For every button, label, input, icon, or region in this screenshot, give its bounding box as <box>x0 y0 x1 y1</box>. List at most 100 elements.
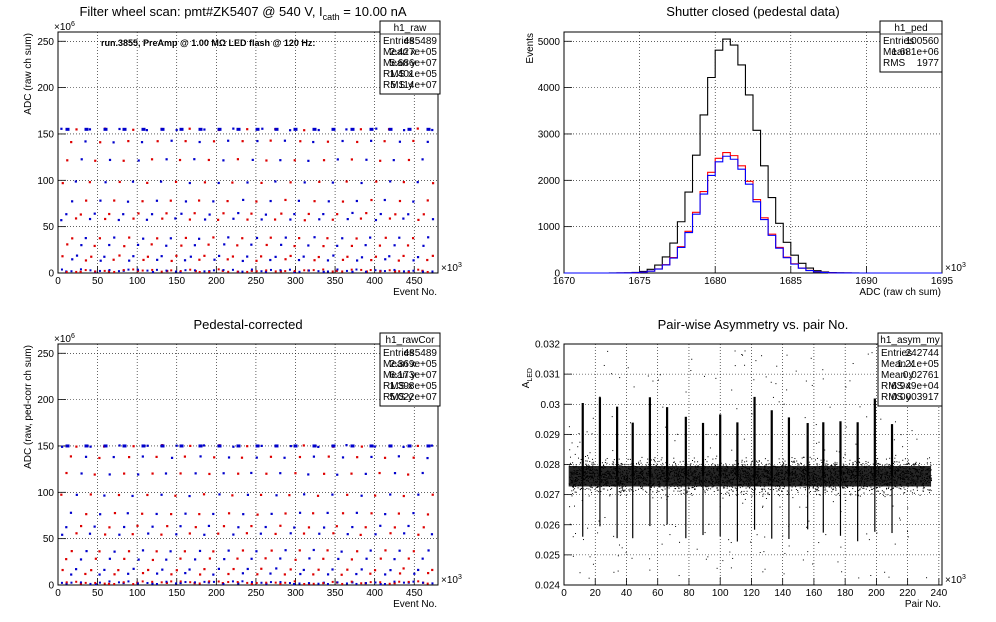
data-point <box>360 445 363 448</box>
data-point <box>174 217 177 220</box>
data-point <box>208 213 211 216</box>
data-point <box>132 567 135 570</box>
data-point <box>379 581 382 584</box>
y-exponent: ×106 <box>54 333 75 345</box>
data-point <box>93 244 96 248</box>
data-point <box>577 446 579 448</box>
data-point <box>136 243 140 246</box>
data-point <box>207 158 210 162</box>
data-point <box>805 506 807 508</box>
data-point <box>417 493 420 496</box>
data-point <box>713 491 715 493</box>
data-point <box>716 488 718 490</box>
data-point <box>600 490 602 492</box>
data-point <box>573 505 575 507</box>
data-point <box>753 443 755 445</box>
data-point <box>573 489 575 491</box>
data-point <box>763 551 765 553</box>
data-point <box>160 255 163 258</box>
data-point <box>754 465 756 467</box>
data-point <box>785 464 787 466</box>
data-point <box>843 465 845 467</box>
data-point <box>331 580 334 583</box>
data-point <box>232 217 235 220</box>
data-point <box>383 198 386 202</box>
data-point <box>618 544 620 546</box>
data-point <box>322 526 326 529</box>
x-axis-title: ADC (raw ch sum) <box>859 287 941 298</box>
data-point <box>398 572 402 575</box>
data-point <box>587 455 589 457</box>
x-tick-label: 200 <box>208 588 225 599</box>
data-point <box>161 568 164 571</box>
data-point <box>412 269 415 272</box>
data-point <box>590 486 592 488</box>
data-point <box>183 455 187 458</box>
data-point <box>117 493 121 497</box>
data-point <box>326 140 330 143</box>
data-point <box>569 462 571 464</box>
data-point <box>691 460 693 462</box>
data-point <box>761 473 763 475</box>
data-point <box>264 557 267 560</box>
data-point <box>126 200 130 203</box>
data-point <box>660 497 662 499</box>
data-point <box>870 466 872 468</box>
data-point <box>212 140 216 143</box>
data-point <box>661 464 663 466</box>
data-point <box>725 493 727 495</box>
data-point <box>686 492 688 494</box>
chart-ped: 1670 1675 1680 1685 1690 16950100020003000400… <box>525 4 966 298</box>
data-point <box>60 493 63 496</box>
data-point <box>610 488 612 490</box>
data-point <box>298 455 302 459</box>
data-point <box>317 445 320 449</box>
data-point <box>912 489 914 491</box>
data-point <box>61 182 64 185</box>
data-point <box>784 460 786 462</box>
data-point <box>650 486 652 488</box>
data-point <box>764 568 766 570</box>
data-point <box>322 159 326 162</box>
data-point <box>907 462 909 464</box>
data-point <box>94 583 97 586</box>
data-point <box>775 383 777 385</box>
data-point <box>902 446 904 448</box>
data-point <box>569 523 571 525</box>
data-point <box>877 458 879 460</box>
data-point <box>65 581 68 584</box>
data-point <box>603 364 605 366</box>
y-tick-label: 0.024 <box>535 581 560 592</box>
data-point <box>808 520 810 522</box>
data-point <box>864 470 866 472</box>
data-point <box>284 236 287 239</box>
data-point <box>694 488 696 490</box>
data-point <box>127 550 131 553</box>
data-point <box>671 524 673 526</box>
data-point <box>398 549 401 552</box>
data-point <box>919 462 921 464</box>
data-point <box>866 533 868 535</box>
data-point <box>388 255 391 258</box>
data-point <box>774 477 776 479</box>
y-tick-label: 3000 <box>538 129 561 140</box>
data-point <box>350 472 353 475</box>
data-point <box>772 396 774 398</box>
data-point <box>303 582 306 585</box>
data-point <box>117 218 120 222</box>
data-point <box>762 571 764 573</box>
data-point <box>118 533 121 536</box>
data-point <box>588 577 590 579</box>
chart-rawCor: 0 50 100 150 200 250 300 350 400 4500501001502002… <box>23 317 462 610</box>
data-point <box>778 489 780 491</box>
data-point <box>103 494 106 497</box>
data-point <box>769 494 771 496</box>
data-point <box>292 583 296 586</box>
stats-label: Entries <box>881 348 912 359</box>
data-point <box>217 567 220 570</box>
data-point <box>849 491 851 493</box>
stats-box <box>879 20 943 73</box>
data-point <box>715 377 717 379</box>
data-point <box>623 490 625 492</box>
data-point <box>833 463 835 465</box>
